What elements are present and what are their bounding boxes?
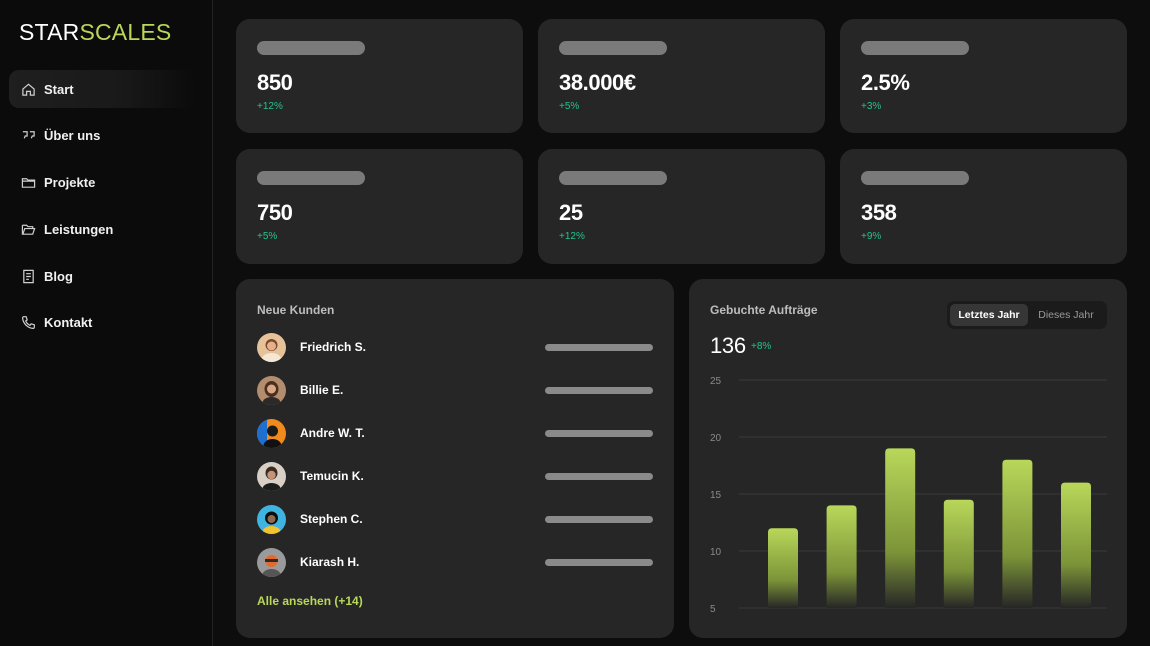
list-item[interactable]: Kiarash H. [257, 547, 653, 577]
stat-card: 358 +9% [840, 149, 1127, 264]
avatar [257, 461, 286, 491]
sidebar-item-kontakt[interactable]: Kontakt [9, 303, 195, 341]
customer-bar-placeholder [545, 473, 653, 480]
customer-name: Temucin K. [300, 469, 364, 483]
stat-value: 2.5% [861, 70, 910, 95]
brand-logo[interactable]: STARSCALES [19, 19, 171, 46]
list-item[interactable]: Friedrich S. [257, 332, 653, 362]
stat-value: 25 [559, 200, 583, 225]
chart-bar[interactable] [768, 528, 798, 608]
avatar [257, 418, 286, 448]
stat-label-placeholder [559, 41, 667, 55]
orders-chart-panel: Gebuchte Aufträge Letztes Jahr Dieses Ja… [689, 279, 1127, 638]
avatar [257, 375, 286, 405]
brand-logo-part2: SCALES [79, 19, 172, 45]
chart-bar[interactable] [885, 448, 916, 608]
toggle-this-year[interactable]: Dieses Jahr [1038, 309, 1094, 321]
sidebar-item-label: Kontakt [44, 314, 93, 330]
stat-delta: +5% [559, 101, 580, 112]
toggle-last-year[interactable]: Letztes Jahr [950, 304, 1028, 326]
stat-delta: +3% [861, 101, 882, 112]
sidebar-item-label: Projekte [44, 174, 96, 190]
stat-label-placeholder [257, 171, 365, 185]
bar-chart: 25 20 15 10 5 [710, 376, 1107, 615]
customer-bar-placeholder [545, 430, 653, 437]
stat-delta: +5% [257, 231, 278, 242]
y-tick-label: 5 [710, 604, 716, 615]
sidebar-item-ueber-uns[interactable]: Über uns [9, 116, 195, 154]
new-customers-panel: Neue Kunden Friedrich S. Billie E. Andre… [236, 279, 674, 638]
panel-title: Neue Kunden [257, 303, 335, 317]
panel-title: Gebuchte Aufträge [710, 303, 818, 317]
stat-delta: +9% [861, 231, 882, 242]
brand-logo-part1: STAR [19, 19, 80, 45]
stat-label-placeholder [861, 171, 969, 185]
customer-name: Billie E. [300, 383, 344, 397]
folder-open-icon [20, 221, 36, 237]
sidebar: STARSCALES Start Über uns Projekte Leist… [0, 0, 213, 646]
folder-icon [20, 174, 36, 190]
customer-bar-placeholder [545, 559, 653, 566]
stat-value: 750 [257, 200, 293, 225]
home-icon [20, 81, 36, 97]
y-tick-label: 15 [710, 490, 722, 501]
sidebar-item-projekte[interactable]: Projekte [9, 163, 195, 201]
customer-name: Friedrich S. [300, 340, 367, 354]
avatar [257, 332, 286, 362]
orders-total: 136 [710, 333, 746, 358]
sidebar-item-label: Über uns [44, 127, 101, 143]
stat-label-placeholder [257, 41, 365, 55]
customer-bar-placeholder [545, 516, 653, 523]
stat-value: 850 [257, 70, 293, 95]
customer-bar-placeholder [545, 387, 653, 394]
phone-icon [20, 314, 36, 330]
document-icon [20, 268, 36, 284]
customer-name: Kiarash H. [300, 555, 360, 569]
sidebar-item-start[interactable]: Start [9, 70, 195, 108]
list-item[interactable]: Andre W. T. [257, 418, 653, 448]
stat-card: 850 +12% [236, 19, 523, 133]
sidebar-item-blog[interactable]: Blog [9, 257, 195, 295]
avatar [257, 504, 286, 534]
period-toggle: Letztes Jahr Dieses Jahr [947, 301, 1107, 329]
list-item[interactable]: Stephen C. [257, 504, 653, 534]
chart-bar[interactable] [1061, 482, 1091, 608]
chart-bar[interactable] [826, 505, 857, 608]
customer-name: Stephen C. [300, 512, 363, 526]
list-item[interactable]: Billie E. [257, 375, 653, 405]
avatar [257, 547, 286, 577]
stat-value: 358 [861, 200, 897, 225]
stat-card: 750 +5% [236, 149, 523, 264]
customer-name: Andre W. T. [300, 426, 365, 440]
stat-label-placeholder [861, 41, 969, 55]
quote-icon [20, 127, 36, 143]
stat-card: 25 +12% [538, 149, 825, 264]
chart-bar[interactable] [943, 499, 974, 608]
sidebar-item-label: Start [44, 81, 74, 97]
see-all-link[interactable]: Alle ansehen (+14) [257, 594, 363, 608]
stat-value: 38.000€ [559, 70, 636, 95]
stat-card: 38.000€ +5% [538, 19, 825, 133]
chart-bar[interactable] [1002, 459, 1033, 608]
sidebar-item-label: Blog [44, 268, 73, 284]
stat-delta: +12% [257, 101, 283, 112]
stat-delta: +12% [559, 231, 585, 242]
stat-card: 2.5% +3% [840, 19, 1127, 133]
stat-label-placeholder [559, 171, 667, 185]
sidebar-item-leistungen[interactable]: Leistungen [9, 210, 195, 248]
list-item[interactable]: Temucin K. [257, 461, 653, 491]
y-tick-label: 25 [710, 376, 722, 387]
y-tick-label: 10 [710, 547, 722, 558]
customer-bar-placeholder [545, 344, 653, 351]
orders-delta: +8% [751, 341, 772, 352]
y-tick-label: 20 [710, 433, 722, 444]
sidebar-item-label: Leistungen [44, 221, 114, 237]
